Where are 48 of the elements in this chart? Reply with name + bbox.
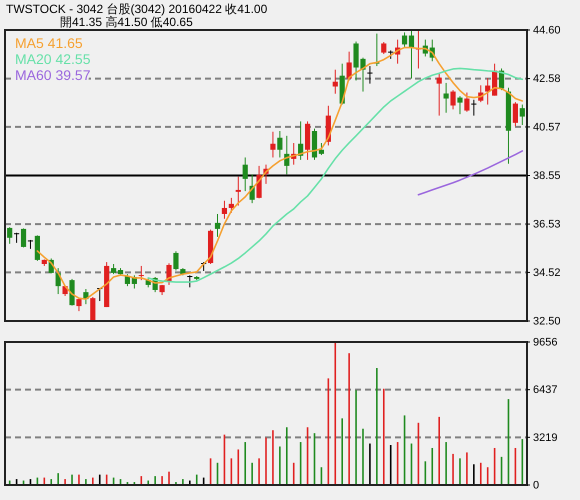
candlestick: [242, 156, 248, 192]
candlestick: [214, 213, 220, 238]
y-tick-label: 3219: [533, 432, 558, 444]
candlestick: [520, 104, 525, 126]
candlestick: [444, 82, 449, 114]
candlestick: [76, 298, 82, 312]
candlestick: [90, 296, 96, 322]
candlestick: [457, 96, 463, 115]
y-tick-label: 9656: [533, 336, 558, 349]
line-series: [418, 150, 524, 196]
candlestick: [270, 131, 276, 158]
candlestick: [284, 135, 290, 175]
candlestick: [138, 265, 144, 281]
candlestick: [110, 264, 116, 275]
y-tick-label: 6437: [533, 384, 558, 396]
candlestick: [222, 200, 228, 220]
candlestick: [318, 142, 324, 156]
candlestick: [187, 274, 192, 288]
candlestick: [381, 42, 386, 55]
candlestick: [408, 30, 414, 80]
candlestick: [7, 226, 12, 244]
candlestick: [173, 250, 179, 271]
candlestick: [367, 66, 373, 84]
candlestick: [512, 102, 518, 127]
candlestick: [464, 92, 470, 112]
text: MA5 41.65: [15, 35, 83, 51]
candlestick: [236, 176, 241, 206]
chart-title: TWSTOCK - 3042 台股(3042) 20160422 收41.00: [6, 2, 268, 16]
candlestick: [332, 69, 338, 94]
candlestick: [471, 99, 476, 116]
candlestick: [277, 130, 282, 158]
y-tick-label: 36.53: [533, 218, 561, 231]
y-tick-label: 34.52: [533, 266, 561, 279]
candlestick: [56, 268, 61, 295]
candlestick: [20, 228, 26, 248]
y-tick-label: 40.57: [533, 121, 561, 134]
y-tick-label: 44.60: [533, 24, 561, 37]
y-tick-label: 32.50: [533, 316, 561, 328]
candlestick: [450, 90, 456, 110]
candlestick: [14, 232, 20, 244]
candlestick: [402, 32, 408, 48]
candlestick: [436, 72, 442, 116]
y-tick-label: 38.55: [533, 170, 561, 182]
text: MA20 42.55: [15, 51, 91, 67]
y-tick-label: 0: [533, 480, 540, 492]
candlestick: [228, 197, 234, 214]
chart-subtitle: 開41.35 高41.50 低40.65: [60, 15, 194, 29]
y-tick-label: 42.58: [533, 73, 561, 86]
